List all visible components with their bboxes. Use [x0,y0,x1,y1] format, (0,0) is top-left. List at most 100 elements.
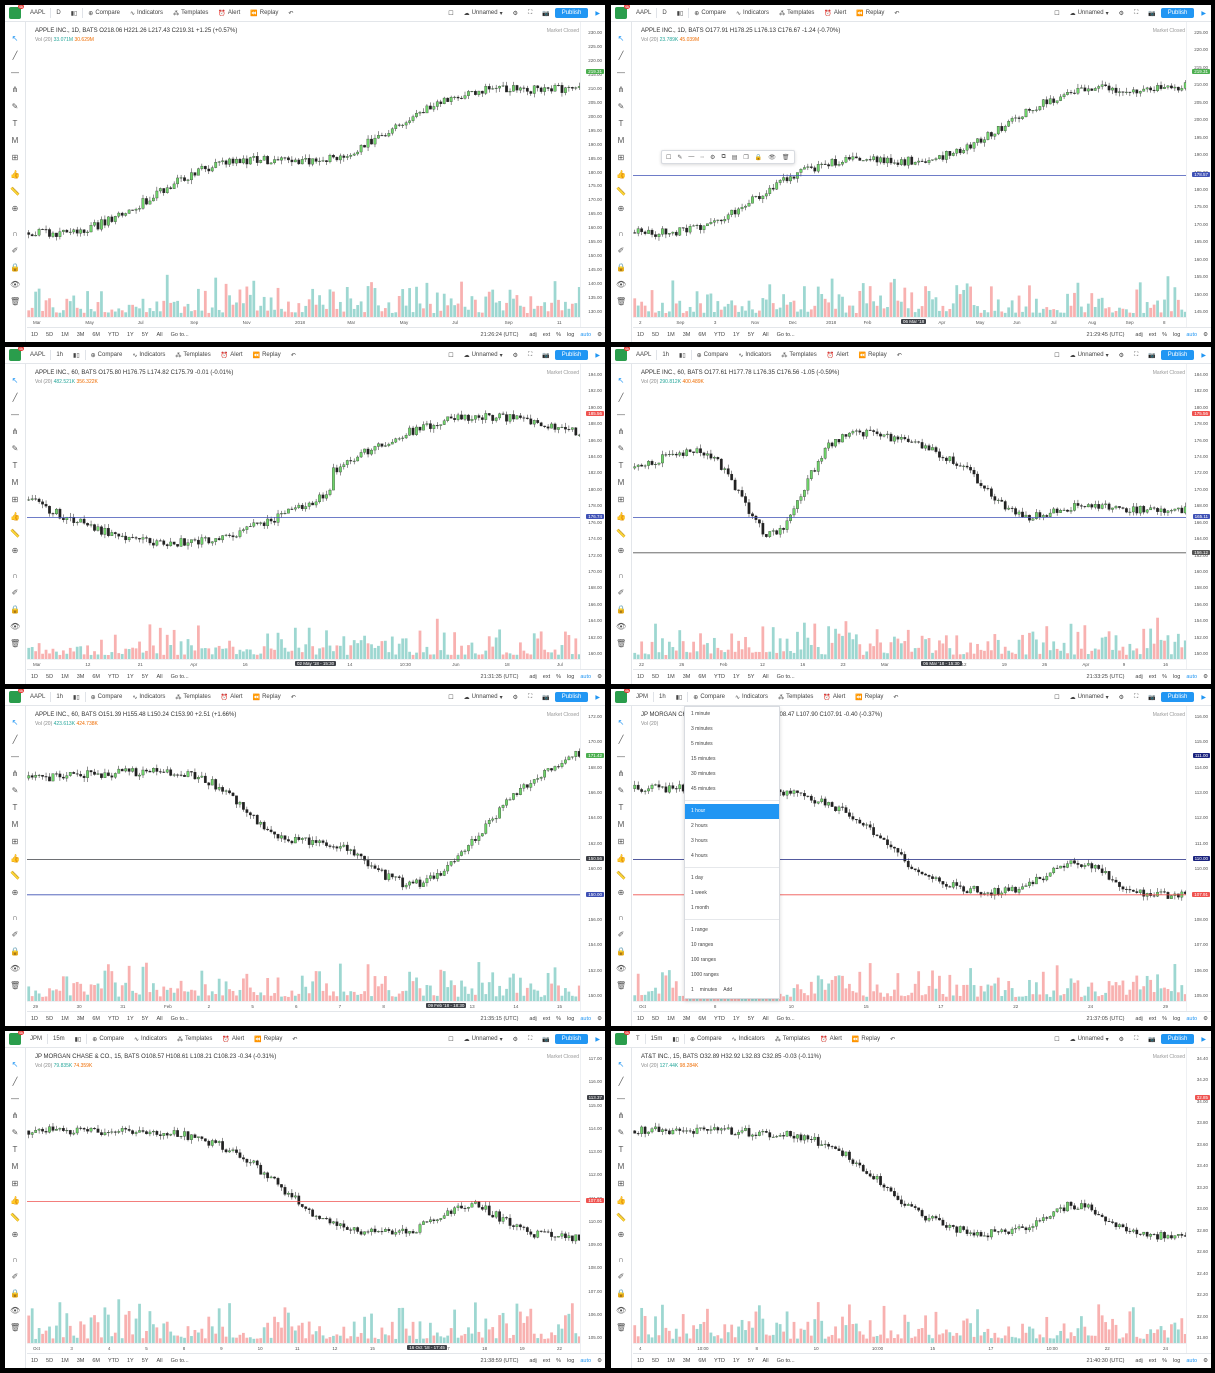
play-circle-icon[interactable]: ▶ [595,352,600,359]
interval-button[interactable]: 15m [650,1036,663,1042]
gear-icon[interactable]: ⚙ [597,674,602,680]
ext-toggle[interactable]: ext [1148,1016,1157,1022]
fullscreen-icon[interactable]: ⛶ [1134,693,1139,700]
range-button[interactable]: 5D [46,332,54,338]
candlestick-chart[interactable] [27,706,581,1001]
range-button[interactable]: 5Y [141,332,149,338]
fullscreen-icon[interactable]: ⛶ [1134,351,1139,358]
volume-legend[interactable]: Vol (20) 23.789K 45.039M [641,37,699,43]
candlestick-chart[interactable] [633,1048,1187,1343]
symbol-search[interactable]: AAPL [30,10,46,16]
alert-button[interactable]: ⏰ Alert [216,352,248,359]
goto-button[interactable]: Go to... [170,1358,189,1364]
publish-button[interactable]: Publish [1160,1034,1195,1044]
magnet-icon[interactable]: ∩ [12,229,18,238]
price-axis[interactable]: 184.00 182.00 180.00 178.00 176.00 174.00 172.… [1186,364,1211,670]
cursor-icon[interactable]: ↖ [11,34,19,43]
price-axis[interactable]: 172.00 170.00 168.00 166.00 164.00 162.00 160.… [580,706,605,1012]
prediction-icon[interactable]: ⊞ [617,153,625,162]
symbol-search[interactable]: T [636,1036,640,1042]
alert-button[interactable]: ⏰ Alert [216,694,248,701]
price-axis[interactable]: 194.00 192.00 190.00 188.00 186.00 184.00 182.… [580,364,605,670]
play-circle-icon[interactable]: ▶ [1201,10,1206,17]
tradingview-logo-icon[interactable]: 4k [9,347,24,361]
trash-icon[interactable]: 🗑 [10,1323,21,1332]
interval-button[interactable]: 1h [662,352,670,358]
log-toggle[interactable]: log [1173,1358,1181,1364]
auto-toggle[interactable]: auto [580,1016,592,1022]
magnet-icon[interactable]: ∩ [12,913,18,922]
undo-icon[interactable]: ↶ [288,10,294,17]
range-button[interactable]: YTD [107,332,119,338]
volume-legend[interactable]: Vol (20) 79.835K 74.359K [35,1063,92,1069]
interval-button[interactable]: 15m [53,1036,65,1042]
indicators-button[interactable]: ∿ Indicators [733,352,776,359]
trend-line-icon[interactable]: ╱ [618,1077,624,1086]
prediction-icon[interactable]: ⊞ [617,837,625,846]
custom-interval-unit-select[interactable]: minutes [699,987,718,993]
range-button[interactable]: 1Y [126,1358,134,1364]
custom-interval-input[interactable]: 1 [691,987,694,993]
volume-legend[interactable]: Vol (20) 33.071M 30.629M [35,37,94,43]
log-toggle[interactable]: log [567,332,575,338]
layout-square-icon[interactable]: ☐ [448,10,454,17]
indicators-button[interactable]: ∿ Indicators [727,1036,770,1043]
eye-icon[interactable]: 👁 [10,964,21,973]
range-button[interactable]: 6M [698,1358,706,1364]
gear-icon[interactable]: ⚙ [1118,1036,1124,1043]
thumbs-up-icon[interactable]: 👍 [616,170,626,179]
compare-button[interactable]: ⊕ Compare [689,10,731,17]
eye-icon[interactable]: 👁 [616,622,627,631]
undo-icon[interactable]: ↶ [292,1036,298,1043]
ruler-icon[interactable]: 📏 [616,187,626,196]
line-width-icon[interactable]: ┄ [700,154,705,161]
pitchfork-icon[interactable]: ⋔ [11,427,19,436]
tradingview-logo-icon[interactable]: 4k [9,5,24,19]
indicators-button[interactable]: ∿ Indicators [125,10,168,17]
alert-button[interactable]: ⏰ Alert [822,352,854,359]
brush-icon[interactable]: ✎ [617,786,625,795]
layout-square-icon[interactable]: ☐ [1054,10,1060,17]
goto-button[interactable]: Go to... [170,674,189,680]
chart-pane[interactable]: AT&T INC., 15, BATS O32.89 H32.92 L32.83… [633,1048,1211,1354]
range-button[interactable]: 1D [637,332,645,338]
cursor-icon[interactable]: ↖ [617,718,625,727]
symbol-search[interactable]: AAPL [30,694,46,700]
layout-name-dropdown[interactable]: ☁ Unnamed ▾ [459,694,508,701]
gear-icon[interactable]: ⚙ [512,10,518,17]
trash-icon[interactable]: 🗑 [616,1323,627,1332]
interval-option[interactable]: 1000 ranges [691,972,719,978]
play-circle-icon[interactable]: ▶ [1201,694,1206,701]
volume-legend[interactable]: Vol (20) [641,721,658,727]
percent-toggle[interactable]: % [556,1016,561,1022]
range-button[interactable]: 1M [61,674,69,680]
zoom-icon[interactable]: ⊕ [617,888,625,897]
cursor-icon[interactable]: ↖ [617,376,625,385]
range-button[interactable]: 5D [652,1358,660,1364]
pitchfork-icon[interactable]: ⋔ [617,1111,625,1120]
alert-button[interactable]: ⏰ Alert [815,1036,847,1043]
percent-toggle[interactable]: % [1162,1358,1167,1364]
chart-pane[interactable]: APPLE INC., 1D, BATS O177.91 H178.25 L17… [633,22,1211,328]
range-button[interactable]: 1Y [126,332,134,338]
range-button[interactable]: 5D [46,674,54,680]
prediction-icon[interactable]: ⊞ [617,495,625,504]
undo-icon[interactable]: ↶ [896,352,902,359]
brush-icon[interactable]: ✎ [11,444,19,453]
adj-toggle[interactable]: adj [1135,1358,1143,1364]
log-toggle[interactable]: log [567,1016,575,1022]
horizontal-line-icon[interactable]: — [11,68,19,77]
gear-icon[interactable]: ⚙ [1203,674,1208,680]
lock-drawing-icon[interactable]: ✐ [11,246,19,255]
range-button[interactable]: 5Y [141,1358,149,1364]
percent-toggle[interactable]: % [1162,674,1167,680]
range-button[interactable]: YTD [713,674,725,680]
range-button[interactable]: 6M [698,674,706,680]
tradingview-logo-icon[interactable]: 4k [615,689,630,703]
lock-drawing-icon[interactable]: ✐ [617,588,625,597]
lock-drawing-icon[interactable]: ✐ [617,1272,625,1281]
interval-option[interactable]: 4 hours [691,853,708,859]
range-button[interactable]: 1D [31,674,39,680]
symbol-legend[interactable]: APPLE INC., 1D, BATS O177.91 H178.25 L17… [641,28,841,34]
cursor-icon[interactable]: ↖ [11,376,19,385]
